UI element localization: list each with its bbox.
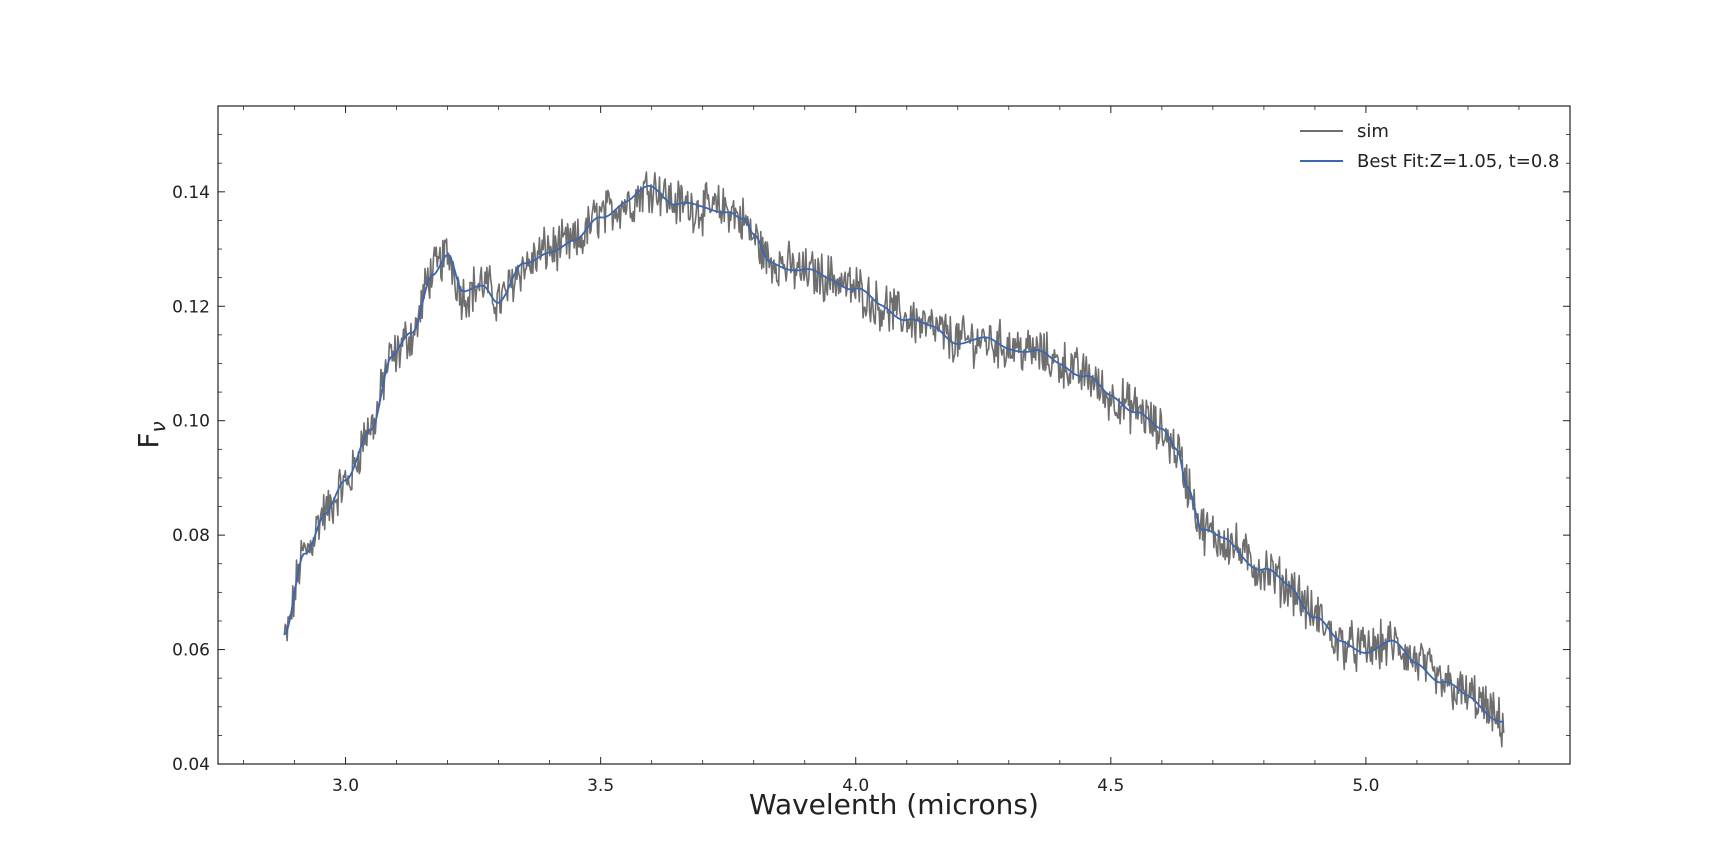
- ticks-layer: 3.0 3.5 4.0 4.5 5.0 0.04 0.06 0.08 0.10 0.12 0.14: [172, 105, 1571, 796]
- y-tick-label: 0.06: [172, 641, 210, 661]
- x-axis-label: Wavelenth (microns): [749, 788, 1039, 821]
- y-axis-label-main: F: [132, 433, 165, 449]
- x-tick-label: 3.0: [332, 776, 359, 796]
- x-tick-label: 3.5: [587, 776, 614, 796]
- x-tick-label: 5.0: [1352, 776, 1379, 796]
- legend-label-best-fit: Best Fit:Z=1.05, t=0.8: [1357, 151, 1559, 172]
- series-line-best-fit: [283, 185, 1504, 723]
- y-axis-label: Fν: [132, 421, 170, 448]
- series-layer: [283, 171, 1505, 748]
- legend: sim Best Fit:Z=1.05, t=0.8: [1300, 121, 1559, 172]
- legend-label-sim: sim: [1357, 121, 1389, 142]
- y-tick-label: 0.04: [172, 755, 210, 775]
- y-axis-label-subscript: ν: [146, 421, 170, 432]
- y-tick-label: 0.12: [172, 297, 210, 317]
- y-tick-label: 0.10: [172, 412, 210, 432]
- y-tick-label: 0.14: [172, 183, 210, 203]
- x-tick-label: 4.5: [1097, 776, 1124, 796]
- plot-background: [218, 106, 1570, 764]
- y-tick-label: 0.08: [172, 526, 210, 546]
- series-line-sim: [283, 171, 1505, 748]
- plot-frame: [217, 105, 1571, 765]
- x-tick-label: 4.0: [842, 776, 869, 796]
